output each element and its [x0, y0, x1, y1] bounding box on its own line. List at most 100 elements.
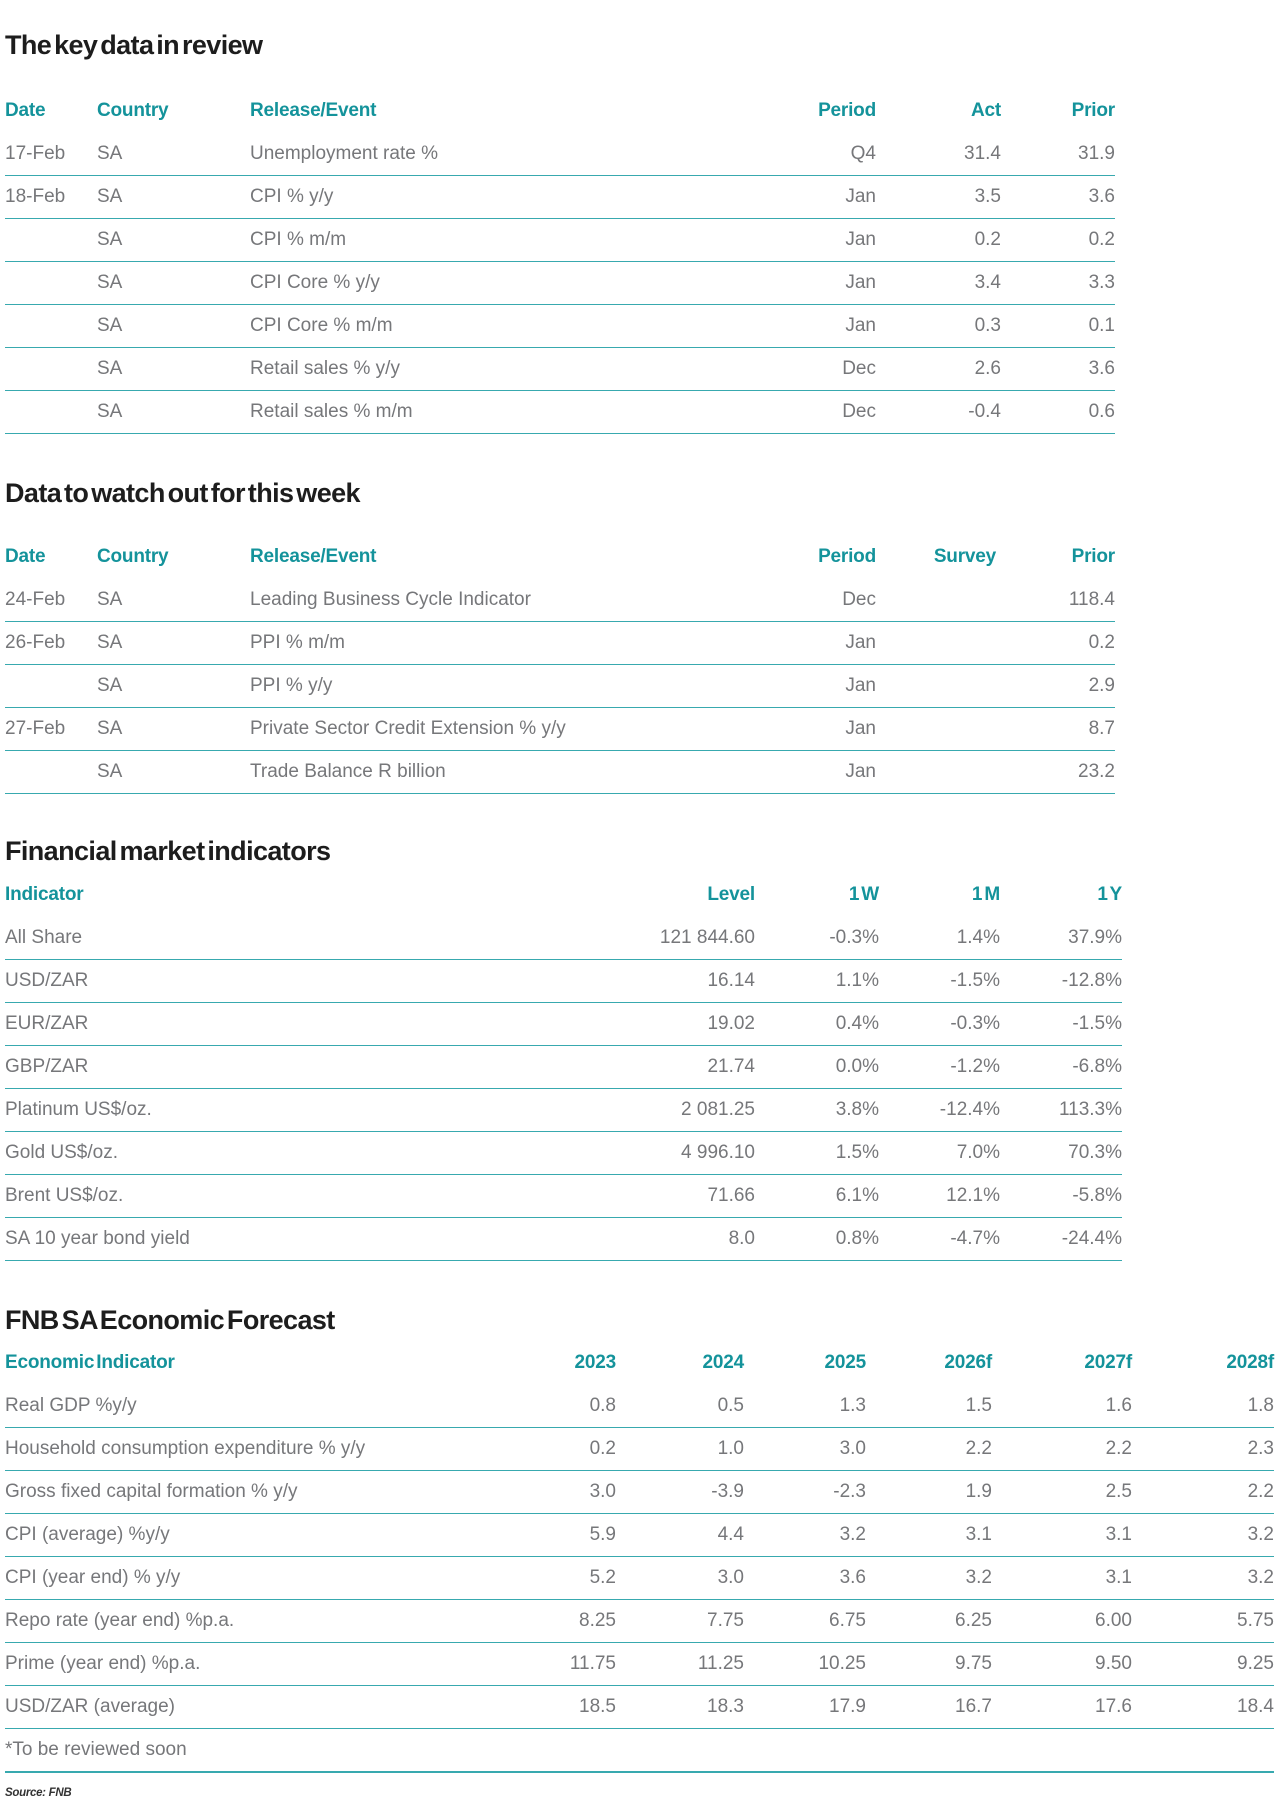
column-header: 2025: [824, 1352, 867, 1373]
table-cell: 3.2: [744, 1513, 866, 1557]
table-cell: USD/ZAR (average): [5, 1685, 445, 1729]
table-cell: [5, 261, 97, 305]
table-cell: 121 844.60: [425, 917, 755, 960]
table-cell: Retail sales % y/y: [250, 347, 630, 391]
table-cell: 17-Feb: [5, 133, 97, 176]
table-cell: -1.2%: [879, 1045, 1000, 1089]
table-cell: 16.14: [425, 959, 755, 1003]
table-cell: -12.8%: [1000, 959, 1122, 1003]
table-cell: 1.5: [866, 1385, 992, 1428]
table-row: 24-Feb SA Leading Business Cycle Indicator…: [5, 579, 1115, 622]
table-cell: GBP/ZAR: [5, 1045, 425, 1089]
table-cell: 0.2: [996, 621, 1115, 665]
table-cell: Trade Balance R billion: [250, 750, 630, 794]
table-cell: 7.75: [616, 1599, 744, 1643]
table-cell: 6.1%: [755, 1174, 879, 1218]
table-cell: 18.5: [445, 1685, 616, 1729]
column-header: Prior: [1071, 546, 1116, 567]
table-cell: Q4: [630, 133, 876, 176]
table-cell: 1.4%: [879, 917, 1000, 960]
column-header: 1 Y: [1097, 884, 1122, 905]
table-cell: [876, 579, 996, 622]
table-cell: Jan: [630, 621, 876, 665]
section-title-key-data-review: The key data in review: [5, 30, 263, 60]
table-cell: Jan: [630, 175, 876, 219]
table-cell: -0.3%: [879, 1002, 1000, 1046]
table-row: Gross fixed capital formation % y/y 3.0 -3…: [5, 1470, 1274, 1514]
column-header: 2024: [702, 1352, 745, 1373]
table-cell: 18.3: [616, 1685, 744, 1729]
table-row: EUR/ZAR 19.02 0.4% -0.3% -1.5%: [5, 1002, 1122, 1046]
table-row: USD/ZAR (average) 18.5 18.3 17.9 16.7 17.6 18.…: [5, 1685, 1274, 1729]
table-cell: All Share: [5, 917, 425, 960]
table-cell: 3.0: [616, 1556, 744, 1600]
table-cell: Jan: [630, 664, 876, 708]
table-cell: 10.25: [744, 1642, 866, 1686]
table-cell: 8.25: [445, 1599, 616, 1643]
table-cell: 2.2: [866, 1427, 992, 1471]
table-header: Indicator Level 1 W 1 M 1 Y: [5, 873, 1122, 917]
table-cell: PPI % m/m: [250, 621, 630, 665]
table-row: GBP/ZAR 21.74 0.0% -1.2% -6.8%: [5, 1045, 1122, 1089]
table-cell: 31.9: [1001, 133, 1115, 176]
table-cell: SA 10 year bond yield: [5, 1217, 425, 1261]
table-cell: -4.7%: [879, 1217, 1000, 1261]
table-row: Real GDP %y/y 0.8 0.5 1.3 1.5 1.6 1.8: [5, 1385, 1274, 1428]
table-cell: 6.00: [992, 1599, 1132, 1643]
table-cell: 2 081.25: [425, 1088, 755, 1132]
table-cell: 0.2: [1001, 218, 1115, 262]
section-title-economic-forecast: FNB SA Economic Forecast: [5, 1305, 335, 1335]
table-cell: SA: [97, 175, 250, 219]
table-cell: 7.0%: [879, 1131, 1000, 1175]
table-row: 27-Feb SA Private Sector Credit Extension …: [5, 707, 1115, 751]
table-cell: 3.6: [1001, 347, 1115, 391]
table-row: USD/ZAR 16.14 1.1% -1.5% -12.8%: [5, 959, 1122, 1003]
column-header: Indicator: [5, 884, 84, 905]
table-cell: 11.25: [616, 1642, 744, 1686]
table-cell: PPI % y/y: [250, 664, 630, 708]
table-cell: 23.2: [996, 750, 1115, 794]
table-cell: 3.2: [1132, 1513, 1274, 1557]
table-cell: 24-Feb: [5, 579, 97, 622]
table-cell: 26-Feb: [5, 621, 97, 665]
table-cell: 3.8%: [755, 1088, 879, 1132]
table-cell: 16.7: [866, 1685, 992, 1729]
table-cell: SA: [97, 304, 250, 348]
table-cell: SA: [97, 347, 250, 391]
column-header: 2027f: [1084, 1352, 1132, 1373]
column-header: Act: [970, 100, 1001, 121]
table-cell: 71.66: [425, 1174, 755, 1218]
table-cell: 11.75: [445, 1642, 616, 1686]
table-cell: Jan: [630, 707, 876, 751]
table-cell: 9.50: [992, 1642, 1132, 1686]
table-cell: SA: [97, 621, 250, 665]
table-cell: 6.25: [866, 1599, 992, 1643]
table-row: Brent US$/oz. 71.66 6.1% 12.1% -5.8%: [5, 1174, 1122, 1218]
table-cell: SA: [97, 664, 250, 708]
column-header: Country: [97, 100, 169, 121]
table-cell: 6.75: [744, 1599, 866, 1643]
table-cell: Platinum US$/oz.: [5, 1088, 425, 1132]
table-cell: 0.6: [1001, 390, 1115, 434]
table-cell: SA: [97, 707, 250, 751]
table-cell: 3.1: [866, 1513, 992, 1557]
table-cell: [5, 750, 97, 794]
table-cell: Gross fixed capital formation % y/y: [5, 1470, 445, 1514]
table-row: All Share 121 844.60 -0.3% 1.4% 37.9%: [5, 917, 1122, 960]
table-cell: Retail sales % m/m: [250, 390, 630, 434]
table-cell: [5, 218, 97, 262]
table-cell: 1.6: [992, 1385, 1132, 1428]
table-row: Household consumption expenditure % y/y 0…: [5, 1427, 1274, 1471]
table-cell: 3.0: [445, 1470, 616, 1514]
table-cell: -6.8%: [1000, 1045, 1122, 1089]
table-cell: 3.2: [866, 1556, 992, 1600]
column-header: Survey: [933, 546, 996, 567]
section-title-data-to-watch: Data to watch out for this week: [5, 478, 361, 508]
column-header: Economic Indicator: [5, 1352, 175, 1373]
table-row: SA CPI Core % m/m Jan 0.3 0.1: [5, 304, 1115, 348]
column-header: 1 W: [848, 884, 879, 905]
key-data-review-table: Date Country Release/Event Period Act Prior 1…: [5, 89, 1115, 434]
table-cell: 21.74: [425, 1045, 755, 1089]
table-cell: [5, 390, 97, 434]
table-cell: Jan: [630, 304, 876, 348]
